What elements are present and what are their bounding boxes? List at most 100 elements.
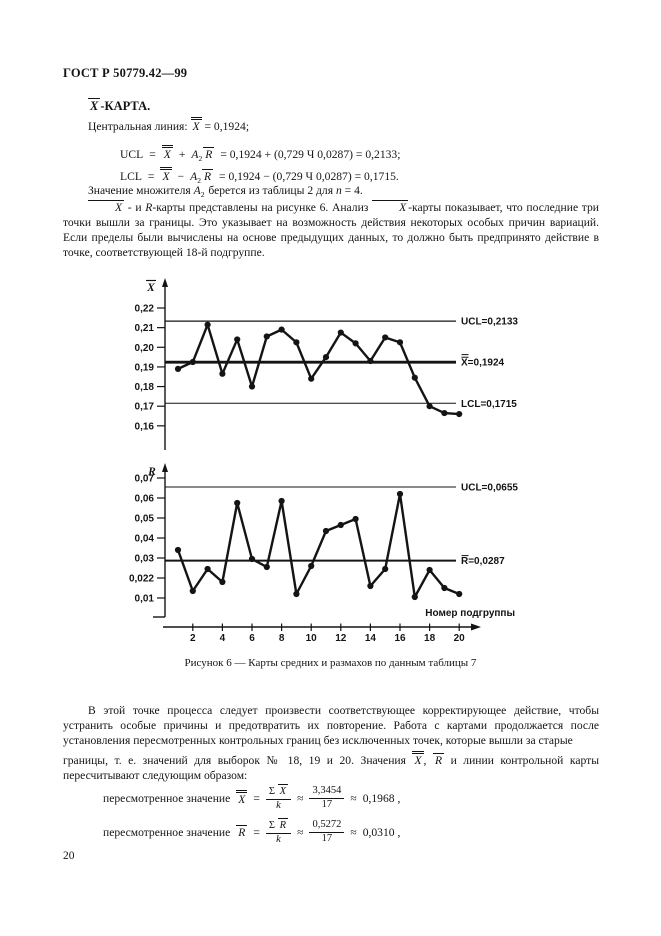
a-factor-symbol: A <box>193 184 201 197</box>
a-factor-subscript: 2 <box>200 190 205 199</box>
a2r-term: A2 R <box>191 147 215 163</box>
a2r-term: A2 R <box>190 169 214 185</box>
xbar-chart: UCL=0,2133 LCL=0,1715 X=0,1924 0,22 0,21 0,20… <box>135 278 518 450</box>
x-doublebar-symbol: X <box>236 789 248 806</box>
svg-text:0,01: 0,01 <box>135 594 155 605</box>
n-symbol: n <box>335 184 342 197</box>
svg-text:2: 2 <box>190 633 196 644</box>
control-charts: UCL=0,2133 LCL=0,1715 X=0,1924 0,22 0,21 0,20… <box>129 278 518 644</box>
x-doublebar-symbol: X <box>412 751 424 767</box>
approx-sign: ≈ <box>297 791 304 805</box>
numeric-fraction: 0,5272 17 <box>309 819 345 845</box>
ucl-rhs: = 0,1924 + (0,729 Ч 0,0287) = 0,2133; <box>220 148 401 161</box>
svg-text:0,16: 0,16 <box>135 421 155 432</box>
x-doublebar-symbol: X <box>160 167 172 183</box>
svg-text:0,022: 0,022 <box>129 574 154 585</box>
equals-sign: = <box>147 170 155 183</box>
rbar-symbol: R <box>203 147 215 161</box>
svg-text:X: X <box>146 282 155 294</box>
numeric-fraction: 3,3454 17 <box>309 785 345 811</box>
svg-text:0,21: 0,21 <box>135 323 155 334</box>
a-factor-subscript: 2 <box>198 154 203 163</box>
rbar-symbol: R <box>201 169 214 183</box>
svg-text:12: 12 <box>335 633 347 644</box>
rbar-symbol: R <box>277 818 289 831</box>
xbar-symbol: X <box>88 98 101 113</box>
xbar-symbol: X <box>88 200 125 214</box>
rbar-symbol: R <box>236 824 248 839</box>
svg-text:0,20: 0,20 <box>135 343 155 354</box>
svg-text:0,06: 0,06 <box>135 494 155 505</box>
svg-text:6: 6 <box>249 633 255 644</box>
svg-text:Номер подгруппы: Номер подгруппы <box>425 608 515 619</box>
xbar-symbol: X <box>372 200 409 214</box>
a-factor-symbol: A <box>191 148 199 161</box>
svg-text:4: 4 <box>220 633 226 644</box>
svg-text:16: 16 <box>394 633 406 644</box>
section-title-text: -КАРТА. <box>100 99 151 113</box>
svg-text:UCL=0,2133: UCL=0,2133 <box>461 317 518 328</box>
svg-text:X=0,1924: X=0,1924 <box>461 358 505 369</box>
plus-sign: + <box>178 148 186 161</box>
central-line-value: = 0,1924; <box>204 120 250 133</box>
central-line-label: Центральная линия: <box>88 120 188 133</box>
section-title: X -КАРТА. <box>88 98 150 114</box>
svg-text:UCL=0,0655: UCL=0,0655 <box>461 483 518 494</box>
ucl-formula: UCL = X + A2 R = 0,1924 + (0,729 Ч 0,0287… <box>120 145 400 163</box>
lcl-formula: LCL = X − A2 R = 0,1924 − (0,729 Ч 0,0287… <box>120 167 399 185</box>
approx-sign: ≈ <box>350 825 357 839</box>
revised-xbar-result: 0,1968 , <box>362 791 401 805</box>
revised-rbar-result: 0,0310 , <box>362 825 401 839</box>
sigma-r-over-k-fraction: Σ R k <box>265 818 292 846</box>
svg-text:0,17: 0,17 <box>135 402 155 413</box>
lcl-lhs: LCL <box>120 170 142 183</box>
figure-caption: Рисунок 6 — Карты средних и размахов по … <box>184 657 477 669</box>
approx-sign: ≈ <box>297 825 304 839</box>
equals-sign: = <box>253 825 260 839</box>
svg-text:0,18: 0,18 <box>135 382 155 393</box>
factor-note: Значение множителя A2 берется из таблицы… <box>88 184 363 199</box>
ucl-lhs: UCL <box>120 148 144 161</box>
r-chart: UCL=0,0655 R=0,0287 0,07 0,06 0,05 0,04 0,03 0,… <box>129 463 518 644</box>
equals-sign: = <box>149 148 156 161</box>
x-doublebar-symbol: X <box>190 117 202 133</box>
analysis-paragraph: X - и R-карты представлены на рисунке 6.… <box>63 200 600 259</box>
standard-number: ГОСТ Р 50779.42—99 <box>63 66 188 80</box>
svg-text:0,04: 0,04 <box>135 534 155 545</box>
svg-text:LCL=0,1715: LCL=0,1715 <box>461 399 517 410</box>
a-factor-subscript: 2 <box>197 176 201 185</box>
lcl-rhs: = 0,1924 − (0,729 Ч 0,0287) = 0,1715. <box>219 170 399 183</box>
sigma-xbar-over-k-fraction: Σ X k <box>265 784 292 812</box>
svg-text:0,07: 0,07 <box>135 474 155 485</box>
svg-text:10: 10 <box>306 633 318 644</box>
recalculation-paragraph: границы, т. е. значений для выборок № 18… <box>63 751 599 783</box>
svg-text:18: 18 <box>424 633 436 644</box>
x-doublebar-symbol: X <box>161 145 173 161</box>
equals-sign: = <box>253 791 260 805</box>
central-line-statement: Центральная линия: X = 0,1924; <box>88 117 249 134</box>
correction-paragraph: В этой точке процесса следует произвести… <box>63 704 599 747</box>
a-factor-symbol: A <box>190 170 198 183</box>
svg-text:0,05: 0,05 <box>135 514 155 525</box>
svg-text:0,19: 0,19 <box>135 362 155 373</box>
xbar-symbol: X <box>277 784 289 797</box>
revised-xbar-formula: пересмотренное значение X = Σ X k ≈ 3,34… <box>103 784 401 812</box>
svg-text:0,03: 0,03 <box>135 554 155 565</box>
approx-sign: ≈ <box>350 791 357 805</box>
k-symbol: k <box>276 834 281 846</box>
svg-text:0,22: 0,22 <box>135 304 155 315</box>
k-symbol: k <box>276 800 281 812</box>
page-number: 20 <box>63 850 75 862</box>
minus-sign: − <box>177 170 185 183</box>
svg-text:R=0,0287: R=0,0287 <box>461 556 505 567</box>
sigma-symbol: Σ <box>268 820 278 831</box>
r-symbol: R <box>145 201 153 214</box>
sigma-symbol: Σ <box>268 786 278 797</box>
svg-text:R: R <box>147 466 156 478</box>
rbar-symbol: R <box>432 753 445 767</box>
svg-text:14: 14 <box>365 633 377 644</box>
svg-text:8: 8 <box>279 633 285 644</box>
svg-text:20: 20 <box>454 633 466 644</box>
revised-rbar-formula: пересмотренное значение R = Σ R k ≈ 0,52… <box>103 818 401 846</box>
